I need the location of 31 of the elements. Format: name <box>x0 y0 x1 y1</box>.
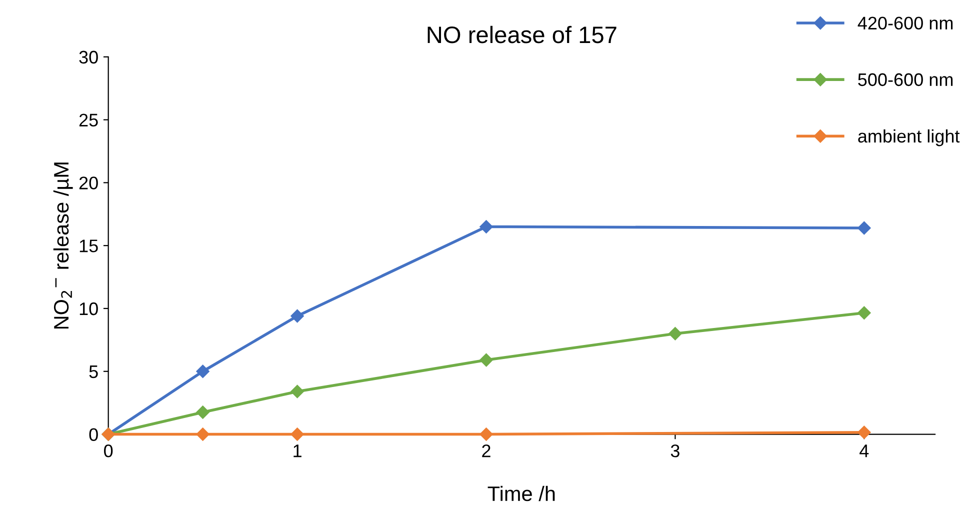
point <box>858 221 871 235</box>
chart-title: NO release of 157 <box>428 26 616 44</box>
x-tick-label: 1 <box>294 444 302 458</box>
y-tick-label: 30 <box>79 50 98 64</box>
y-tick-label: 15 <box>80 240 98 252</box>
y-tick-label: 20 <box>79 176 98 190</box>
point <box>290 428 304 441</box>
x-tick-label: 2 <box>482 444 490 458</box>
legend-label: 420-600 nm <box>858 16 953 30</box>
x-tick-label: 3 <box>670 444 680 458</box>
y-tick-label: 5 <box>89 366 98 378</box>
x-axis-title: Time /h <box>488 486 555 502</box>
point <box>290 309 304 323</box>
point <box>196 428 210 441</box>
point <box>480 353 493 367</box>
x-tick-label: 4 <box>860 444 869 458</box>
y-tick-label: 10 <box>80 302 98 316</box>
point <box>668 327 682 340</box>
point <box>480 428 493 441</box>
point <box>290 384 304 398</box>
legend-label: 500-600 nm <box>858 73 953 86</box>
legend-label: ambient light <box>858 129 960 146</box>
point <box>480 220 493 234</box>
y-tick-label: 25 <box>79 114 98 126</box>
point <box>858 306 871 320</box>
point <box>858 426 871 439</box>
x-tick-label: 0 <box>104 444 113 458</box>
point <box>196 364 210 378</box>
point <box>196 406 210 419</box>
y-tick-label: 0 <box>89 428 98 441</box>
y-axis-title: NO$_{2}$$^{−}$ release /µM <box>53 162 73 329</box>
